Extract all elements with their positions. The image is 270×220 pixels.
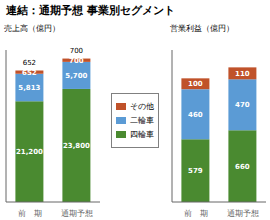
svg-text:460: 460 (188, 111, 203, 119)
svg-text:700: 700 (70, 47, 83, 55)
svg-text:5,813: 5,813 (18, 84, 40, 92)
svg-text:21,200: 21,200 (16, 148, 43, 156)
svg-text:前 期: 前 期 (184, 209, 208, 218)
svg-text:23,800: 23,800 (63, 142, 90, 150)
svg-text:110: 110 (235, 70, 250, 78)
svg-text:652: 652 (23, 59, 36, 67)
html-text:四輪車: 四輪車 (130, 129, 154, 139)
svg-text:通期予想: 通期予想 (61, 209, 93, 218)
svg-text:579: 579 (188, 167, 203, 175)
html-text:営業利益（億円）: 営業利益（億円） (170, 24, 234, 33)
svg-text:700: 700 (69, 57, 84, 65)
svg-text:100: 100 (188, 80, 203, 88)
svg-text:前 期: 前 期 (18, 209, 42, 218)
html-text:売上高（億円）: 売上高（億円） (4, 24, 60, 33)
svg-text:652: 652 (22, 69, 37, 77)
html-text:連結：通期予想 事業別セグメント: 連結：通期予想 事業別セグメント (6, 4, 175, 17)
html-text:その他: その他 (130, 101, 154, 111)
html-text:二輪車: 二輪車 (130, 115, 154, 125)
svg-text:通期予想: 通期予想 (227, 209, 259, 218)
svg-text:470: 470 (235, 101, 250, 109)
svg-text:5,700: 5,700 (65, 72, 87, 80)
svg-text:660: 660 (235, 163, 250, 171)
